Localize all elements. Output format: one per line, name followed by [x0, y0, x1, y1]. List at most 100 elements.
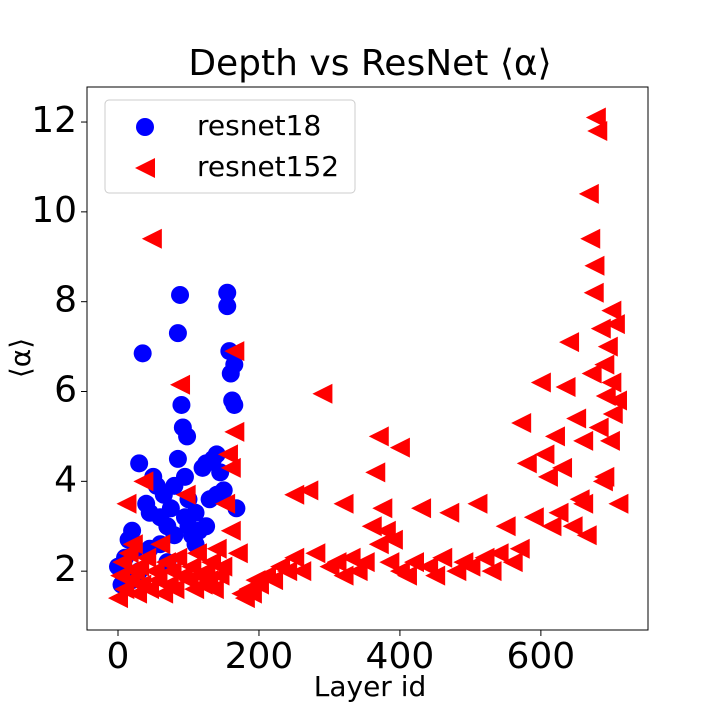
- y-tick-label: 10: [31, 190, 77, 231]
- scatter-point: [594, 466, 615, 487]
- y-tick-label: 12: [31, 100, 77, 141]
- scatter-point: [597, 336, 618, 357]
- y-tick-label: 4: [54, 459, 77, 500]
- scatter-point: [379, 552, 400, 573]
- scatter-point: [432, 547, 453, 568]
- scatter-point: [460, 556, 481, 577]
- scatter-point: [212, 556, 233, 577]
- scatter-point: [181, 556, 202, 577]
- scatter-point: [133, 344, 152, 363]
- scatter-point: [203, 579, 224, 600]
- scatter-point: [541, 516, 562, 537]
- scatter-point: [354, 552, 375, 573]
- scatter-point: [411, 498, 432, 519]
- scatter-point: [552, 457, 573, 478]
- scatter-point: [580, 228, 601, 249]
- scatter-point: [573, 493, 594, 514]
- x-tick-label: 600: [507, 636, 576, 677]
- scatter-point: [439, 502, 460, 523]
- legend-label: resnet18: [197, 109, 321, 142]
- scatter-point: [136, 547, 157, 568]
- scatter-point: [225, 395, 244, 414]
- scatter-point: [584, 255, 605, 276]
- scatter-point: [523, 507, 544, 528]
- scatter-point: [590, 318, 611, 339]
- axes-frame: [86, 86, 649, 631]
- legend-box: [104, 99, 356, 194]
- scatter-point: [581, 363, 602, 384]
- scatter-point: [122, 534, 143, 555]
- scatter-point: [389, 437, 410, 458]
- legend-label: resnet152: [197, 150, 339, 183]
- scatter-point: [241, 583, 262, 604]
- scatter-point: [197, 517, 216, 536]
- y-tick-label: 8: [54, 280, 77, 321]
- scatter-point: [511, 412, 532, 433]
- scatter-point: [347, 561, 368, 582]
- scatter-point: [594, 354, 615, 375]
- scatter-point: [175, 467, 194, 486]
- scatter-point: [404, 552, 425, 573]
- scatter-point: [305, 543, 326, 564]
- scatter-point: [333, 493, 354, 514]
- scatter-point: [382, 529, 403, 550]
- scatter-point: [175, 484, 196, 505]
- scatter-point: [220, 457, 241, 478]
- scatter-point: [368, 426, 389, 447]
- x-tick-label: 400: [366, 636, 435, 677]
- scatter-point: [544, 426, 565, 447]
- scatter-point: [312, 383, 333, 404]
- scatter-point: [481, 561, 502, 582]
- scatter-point: [530, 372, 551, 393]
- scatter-point: [168, 324, 187, 343]
- scatter-point: [365, 462, 386, 483]
- legend-marker: [135, 158, 155, 178]
- scatter-point: [284, 547, 305, 568]
- scatter-point: [207, 485, 226, 504]
- scatter-point: [534, 444, 555, 465]
- scatter-point: [488, 543, 509, 564]
- legend-marker: [136, 118, 154, 136]
- scatter-point: [218, 283, 237, 302]
- scatter-point: [220, 520, 241, 541]
- scatter-point: [227, 543, 248, 564]
- scatter-point: [186, 543, 207, 564]
- scatter-point: [502, 552, 523, 573]
- scatter-point: [606, 390, 627, 411]
- scatter-point: [141, 228, 162, 249]
- scatter-point: [151, 508, 170, 527]
- scatter-point: [333, 565, 354, 586]
- scatter-point: [368, 534, 389, 555]
- scatter-point: [516, 453, 537, 474]
- scatter-point: [555, 377, 576, 398]
- scatter-point: [425, 565, 446, 586]
- scatter-point: [116, 493, 137, 514]
- scatter-point: [284, 484, 305, 505]
- y-tick-label: 2: [54, 549, 77, 590]
- scatter-point: [495, 516, 516, 537]
- scatter-point: [170, 374, 191, 395]
- scatter-point: [277, 561, 298, 582]
- scatter-point: [326, 552, 347, 573]
- scatter-point: [263, 570, 284, 591]
- scatter-point: [601, 300, 622, 321]
- plot-area: [108, 107, 629, 609]
- x-tick-label: 200: [225, 636, 294, 677]
- scatter-point: [291, 561, 312, 582]
- scatter-point: [129, 556, 150, 577]
- x-axis-label: Layer id: [314, 670, 427, 703]
- scatter-point: [123, 521, 142, 540]
- scatter-point: [372, 498, 393, 519]
- scatter-point: [172, 395, 191, 414]
- scatter-point: [298, 480, 319, 501]
- scatter-point: [585, 107, 606, 128]
- scatter-point: [537, 466, 558, 487]
- scatter-point: [509, 538, 530, 559]
- scatter-point: [130, 454, 149, 473]
- scatter-point: [608, 493, 629, 514]
- scatter-point: [566, 408, 587, 429]
- scatter-point: [602, 403, 623, 424]
- x-tick-label: 0: [107, 636, 130, 677]
- scatter-point: [576, 525, 597, 546]
- scatter-point: [467, 493, 488, 514]
